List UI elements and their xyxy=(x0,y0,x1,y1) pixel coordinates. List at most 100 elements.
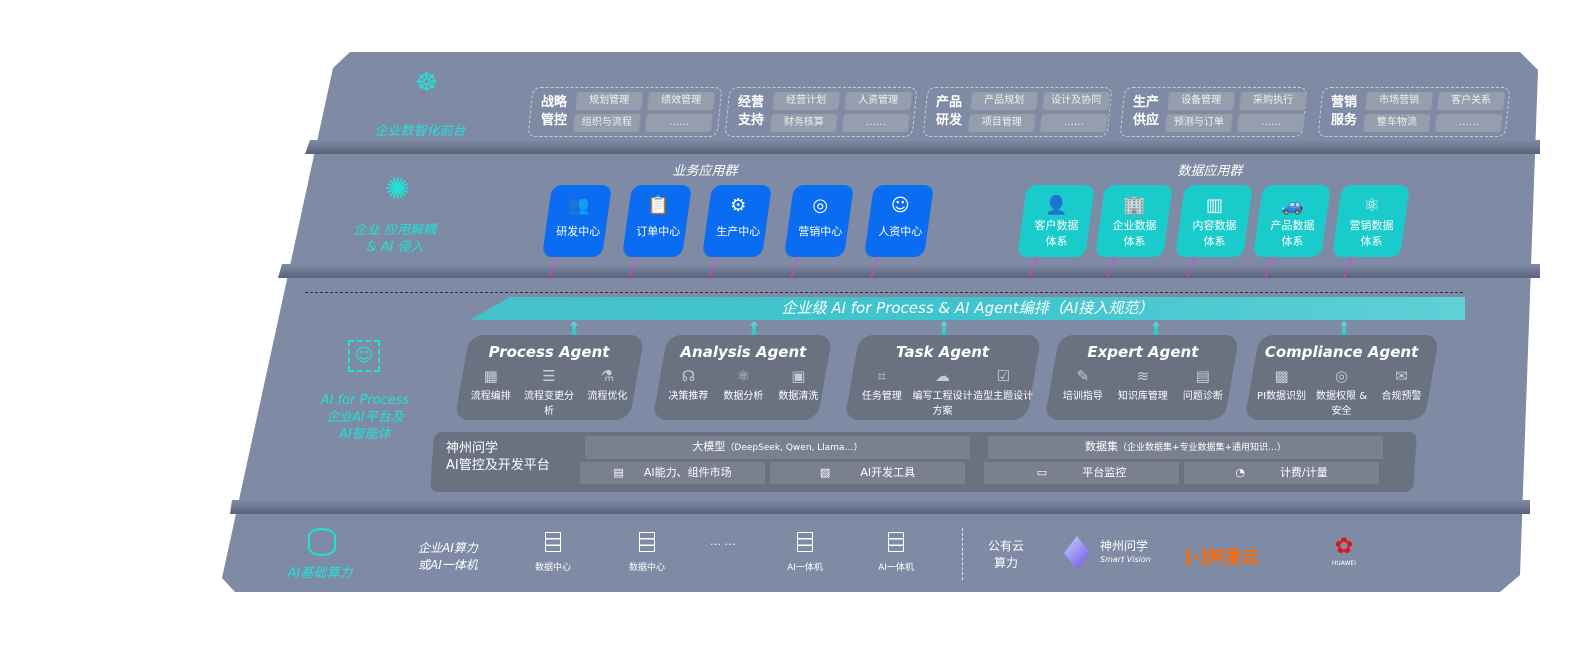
tool-billing[interactable]: ◔ 计费/计量 xyxy=(1184,462,1379,484)
capability-chip[interactable]: 市场营销 xyxy=(1365,92,1434,110)
vendor-name: 神州问学 xyxy=(1100,539,1149,553)
agent-capability: ≋ 知识库管理 xyxy=(1113,367,1172,402)
app-label: 生产中心 xyxy=(716,225,761,238)
capability-icon: ▩ xyxy=(1274,367,1289,385)
capability-chip[interactable]: 项目管理 xyxy=(967,114,1036,132)
server-icon xyxy=(888,532,904,552)
chip-label: 经营计划 xyxy=(786,95,827,106)
data-app-card[interactable]: ⚛ 营销数据 体系 xyxy=(1331,185,1411,257)
server-icon xyxy=(797,532,813,552)
agent-card[interactable]: Task Agent ⌗ 任务管理 ☁ 编写工程设计方案 ☑ 造型主题设计 xyxy=(844,335,1042,420)
capability-chip[interactable]: …… xyxy=(1039,114,1108,132)
ai-orchestration-banner: 企业级 AI for Process & AI Agent编排（AI接入规范） xyxy=(470,297,1465,320)
label-line: 算力 xyxy=(994,556,1019,570)
capability-label: 数据权限 & 安全 xyxy=(1316,391,1368,417)
app-label: 研发中心 xyxy=(556,225,601,238)
data-app-card[interactable]: 🏢 企业数据 体系 xyxy=(1094,185,1174,257)
capability-chip[interactable]: 客户关系 xyxy=(1437,92,1506,110)
business-app-card[interactable]: ◎ 营销中心 xyxy=(783,185,855,257)
capability-chip[interactable]: 预测与订单 xyxy=(1164,114,1233,132)
data-app-card[interactable]: 👤 客户数据 体系 xyxy=(1016,185,1096,257)
data-apps-title: 数据应用群 xyxy=(1177,164,1243,179)
business-app-card[interactable]: ⚙ 生产中心 xyxy=(701,185,773,257)
capability-chip[interactable]: 采购执行 xyxy=(1239,92,1308,110)
title-line: 支持 xyxy=(738,113,765,128)
chip-label: 设计及协同 xyxy=(1051,95,1102,106)
target-icon: ◎ xyxy=(812,195,829,216)
agent-card[interactable]: Analysis Agent ☊ 决策推荐 ⚛ 数据分析 ▣ 数据清洗 xyxy=(652,335,833,420)
capability-chip[interactable]: …… xyxy=(841,114,910,132)
capability-chip[interactable]: …… xyxy=(1434,114,1503,132)
label-line: 企业AI平台及 xyxy=(326,410,404,425)
agent-capability: ☊ 决策推荐 xyxy=(661,367,715,402)
public-cloud-label: 公有云 算力 xyxy=(988,538,1024,572)
server-datacenter-1: 数据中心 xyxy=(523,532,583,573)
chip-label: 整车物流 xyxy=(1376,117,1417,128)
server-icon xyxy=(545,532,561,552)
capability-label: 决策推荐 xyxy=(668,391,709,402)
business-app-card[interactable]: ☺ 人资中心 xyxy=(863,185,935,257)
dev-platform-title: 神州问学 AI管控及开发平台 xyxy=(446,440,550,474)
chip-label: …… xyxy=(1260,117,1281,128)
title-line: 经营 xyxy=(738,95,765,110)
brain-icon: ☸ xyxy=(415,68,439,98)
layer-label-compute: AI基础算力 xyxy=(287,566,353,581)
business-app-card[interactable]: 📋 订单中心 xyxy=(621,185,693,257)
capability-chip[interactable]: 绩效管理 xyxy=(647,92,716,110)
app-label: 体系 xyxy=(1203,235,1226,248)
capability-icon: ☊ xyxy=(681,367,696,385)
capability-chip[interactable]: 组织与流程 xyxy=(572,114,641,132)
agent-name: Expert Agent xyxy=(1087,343,1199,361)
chip-label: 规划管理 xyxy=(589,95,630,106)
vendor-sub: Smart Vision xyxy=(1100,555,1151,564)
bidirectional-arrow xyxy=(570,321,578,337)
tool-label: AI能力、组件市场 xyxy=(643,466,732,479)
capability-chip[interactable]: 规划管理 xyxy=(575,92,644,110)
vendor-name: 阿里云 xyxy=(1207,548,1259,568)
front-group: 战略 管控 规划管理 绩效管理 组织与流程 …… xyxy=(527,87,723,137)
tool-monitoring[interactable]: ▭ 平台监控 xyxy=(984,462,1179,484)
agent-card[interactable]: Process Agent ▦ 流程编排 ☰ 流程变更分析 ⚗ 流程优化 xyxy=(454,335,645,420)
agent-name: Task Agent xyxy=(896,343,990,361)
title-line: AI管控及开发平台 xyxy=(446,458,550,473)
capability-chip[interactable]: 经营计划 xyxy=(772,92,841,110)
agent-capability: ▣ 数据清洗 xyxy=(771,367,825,402)
app-label: 企业数据 xyxy=(1112,219,1157,232)
private-compute-label: 企业AI算力 或AI一体机 xyxy=(418,540,478,574)
bidirectional-arrow xyxy=(750,321,758,337)
layer-divider xyxy=(305,140,1540,154)
capability-chip[interactable]: 产品规划 xyxy=(970,92,1039,110)
capability-chip[interactable]: 设备管理 xyxy=(1167,92,1236,110)
dashed-divider xyxy=(305,292,1463,293)
chip-label: 市场营销 xyxy=(1379,95,1420,106)
data-app-card[interactable]: 🚙 产品数据 体系 xyxy=(1252,185,1332,257)
books-icon: ▥ xyxy=(1206,195,1224,216)
business-app-card[interactable]: 👥 研发中心 xyxy=(541,185,613,257)
group-title: 经营 支持 xyxy=(738,94,764,130)
group-title: 战略 管控 xyxy=(541,94,567,130)
face-scan-icon: ☺ xyxy=(348,340,380,372)
capability-chip[interactable]: 人资管理 xyxy=(844,92,913,110)
molecule-icon: ✺ xyxy=(385,172,411,207)
capability-chip[interactable]: 整车物流 xyxy=(1362,114,1431,132)
agent-card[interactable]: Expert Agent ✎ 培训指导 ≋ 知识库管理 ▤ 问题诊断 xyxy=(1044,335,1240,420)
huawei-logo: ✿ HUAWEI xyxy=(1326,534,1362,567)
capability-chip[interactable]: 财务核算 xyxy=(769,114,838,132)
label-line: 或AI一体机 xyxy=(418,558,478,572)
agent-card[interactable]: Compliance Agent ▩ PI数据识别 ◎ 数据权限 & 安全 ✉ 合规预警 xyxy=(1244,335,1440,420)
data-app-card[interactable]: ▥ 内容数据 体系 xyxy=(1174,185,1254,257)
vertical-divider xyxy=(962,528,963,580)
capability-icon: ≋ xyxy=(1136,367,1150,385)
tool-dev-tools[interactable]: ▧ AI开发工具 xyxy=(770,462,965,484)
person-icon: ☺ xyxy=(890,195,910,216)
capability-chip[interactable]: 设计及协同 xyxy=(1042,92,1111,110)
capability-chip[interactable]: …… xyxy=(644,114,713,132)
app-label: 体系 xyxy=(1360,235,1383,248)
agent-name: Analysis Agent xyxy=(680,343,807,361)
group-title: 生产 供应 xyxy=(1133,94,1159,130)
tool-marketplace[interactable]: ▤ AI能力、组件市场 xyxy=(580,462,765,484)
app-label: 人资中心 xyxy=(878,225,923,238)
capability-chip[interactable]: …… xyxy=(1236,114,1305,132)
capability-icon: ▣ xyxy=(791,367,806,385)
label-line: 企业AI算力 xyxy=(418,541,478,555)
